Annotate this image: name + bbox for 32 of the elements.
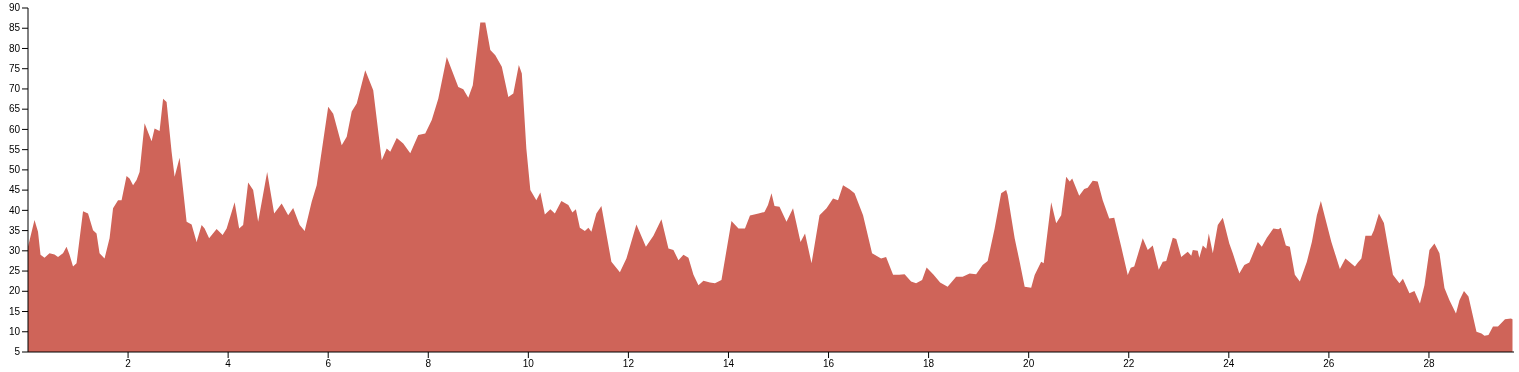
y-tick-label: 30 <box>8 245 21 257</box>
y-tick-label: 40 <box>8 204 21 216</box>
x-tick-label: 12 <box>622 358 635 369</box>
x-tick-label: 24 <box>1223 358 1235 369</box>
y-tick-label: 5 <box>14 346 21 358</box>
x-tick-label: 8 <box>425 358 432 369</box>
x-tick-label: 20 <box>1023 358 1035 369</box>
x-tick-label: 22 <box>1123 358 1135 369</box>
x-tick-label: 4 <box>225 358 232 369</box>
x-tick-label: 28 <box>1423 358 1435 369</box>
y-tick-label: 90 <box>8 2 21 14</box>
x-tick-label: 10 <box>522 358 535 369</box>
y-tick-label: 45 <box>8 184 21 196</box>
x-tick-label: 26 <box>1323 358 1335 369</box>
x-tick-label: 14 <box>722 358 735 369</box>
y-tick-label: 15 <box>8 305 21 317</box>
y-tick-label: 10 <box>8 325 21 337</box>
y-tick-label: 80 <box>8 42 21 54</box>
y-tick-label: 85 <box>8 22 21 34</box>
y-tick-label: 35 <box>8 224 21 236</box>
x-tick-label: 16 <box>822 358 835 369</box>
y-tick-label: 20 <box>8 285 21 297</box>
y-tick-label: 70 <box>8 83 21 95</box>
x-tick-label: 6 <box>325 358 332 369</box>
y-tick-label: 75 <box>8 62 21 74</box>
y-tick-label: 60 <box>8 123 21 135</box>
x-tick-label: 18 <box>923 358 935 369</box>
y-tick-label: 65 <box>8 103 21 115</box>
y-tick-label: 50 <box>8 164 21 176</box>
y-tick-label: 55 <box>8 143 21 155</box>
x-tick-label: 2 <box>125 358 132 369</box>
y-tick-label: 25 <box>8 265 21 277</box>
